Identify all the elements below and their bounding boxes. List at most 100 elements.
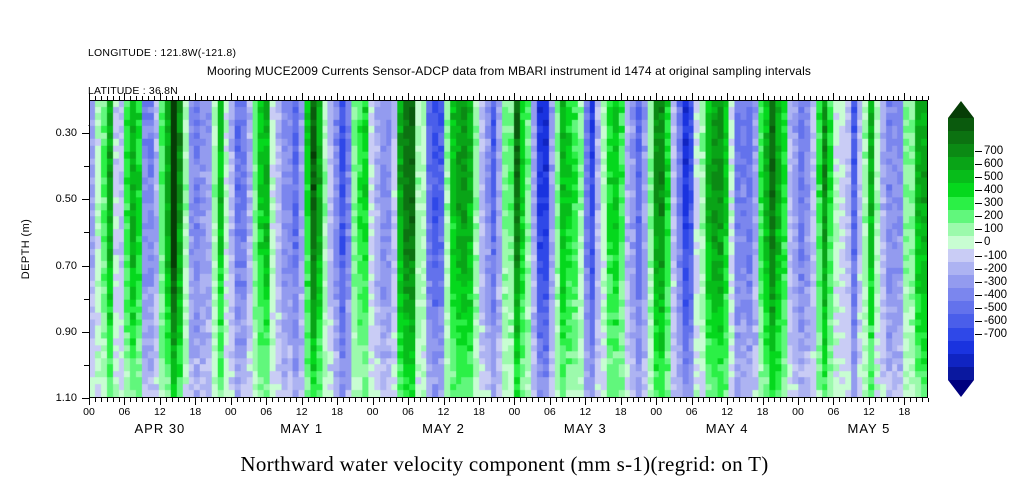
x-minor-tick bbox=[218, 398, 220, 402]
x-minor-tick bbox=[857, 398, 859, 402]
x-top-tick bbox=[928, 96, 929, 100]
x-top-tick bbox=[673, 96, 675, 100]
x-minor-tick bbox=[396, 398, 398, 402]
x-top-tick bbox=[272, 96, 274, 100]
x-major-tick bbox=[408, 398, 410, 405]
x-minor-tick bbox=[538, 398, 540, 402]
colorbar-tick bbox=[975, 294, 982, 296]
x-top-tick bbox=[230, 93, 232, 100]
x-axis-hour-label: 12 bbox=[295, 406, 308, 418]
x-top-tick bbox=[455, 96, 457, 100]
x-top-tick bbox=[183, 96, 185, 100]
colorbar-label: -600 bbox=[984, 315, 1008, 328]
x-major-tick bbox=[514, 398, 516, 405]
x-minor-tick bbox=[384, 398, 386, 402]
x-minor-tick bbox=[809, 398, 811, 402]
x-top-tick bbox=[136, 96, 138, 100]
y-major-tick bbox=[82, 398, 89, 399]
x-major-tick bbox=[266, 398, 268, 405]
colorbar-band bbox=[948, 170, 974, 184]
x-major-tick bbox=[620, 398, 622, 405]
x-top-tick bbox=[555, 96, 557, 100]
colorbar-band bbox=[948, 209, 974, 223]
x-top-tick bbox=[910, 96, 912, 100]
colorbar-label: -500 bbox=[984, 301, 1008, 314]
colorbar-label: -100 bbox=[984, 249, 1008, 262]
x-top-tick bbox=[715, 96, 717, 100]
x-minor-tick bbox=[496, 398, 498, 402]
x-minor-tick bbox=[201, 398, 203, 402]
x-major-tick bbox=[727, 398, 729, 405]
x-axis-hour-label: 06 bbox=[118, 406, 131, 418]
x-top-tick bbox=[201, 96, 203, 100]
x-minor-tick bbox=[461, 398, 463, 402]
colorbar-band bbox=[948, 262, 974, 276]
x-axis-hour-label: 00 bbox=[366, 406, 379, 418]
x-minor-tick bbox=[608, 398, 610, 402]
x-axis-hour-label: 18 bbox=[614, 406, 627, 418]
x-axis-hour-label: 00 bbox=[508, 406, 521, 418]
colorbar-band bbox=[948, 301, 974, 315]
x-minor-tick bbox=[189, 398, 191, 402]
x-top-tick bbox=[301, 93, 303, 100]
x-top-tick bbox=[632, 96, 634, 100]
x-axis-day-label: APR 30 bbox=[134, 421, 186, 436]
x-top-tick bbox=[295, 96, 297, 100]
x-minor-tick bbox=[260, 398, 262, 402]
x-top-tick bbox=[213, 96, 215, 100]
x-minor-tick bbox=[272, 398, 274, 402]
x-top-tick bbox=[248, 96, 250, 100]
x-major-tick bbox=[549, 398, 551, 405]
x-minor-tick bbox=[821, 398, 823, 402]
colorbar-label: 300 bbox=[984, 197, 1004, 210]
x-minor-tick bbox=[555, 398, 557, 402]
x-minor-tick bbox=[638, 398, 640, 402]
x-minor-tick bbox=[165, 398, 167, 402]
colorbar-band bbox=[948, 222, 974, 236]
x-axis-day-label: MAY 3 bbox=[563, 421, 607, 436]
x-top-tick bbox=[650, 96, 652, 100]
x-axis-hour-label: 06 bbox=[827, 406, 840, 418]
x-top-tick bbox=[874, 96, 876, 100]
x-top-tick bbox=[833, 93, 835, 100]
x-top-tick bbox=[514, 93, 516, 100]
x-axis-hour-label: 18 bbox=[473, 406, 485, 418]
x-minor-tick bbox=[632, 398, 634, 402]
colorbar-label: -400 bbox=[984, 288, 1008, 301]
x-minor-tick bbox=[148, 398, 150, 402]
colorbar-bands bbox=[948, 118, 974, 380]
x-top-tick bbox=[260, 96, 262, 100]
x-top-tick bbox=[798, 93, 799, 100]
x-minor-tick bbox=[880, 398, 882, 402]
colorbar-tick bbox=[975, 242, 982, 244]
x-minor-tick bbox=[579, 398, 581, 402]
x-top-tick bbox=[443, 93, 445, 100]
x-minor-tick bbox=[437, 398, 439, 402]
x-top-tick bbox=[591, 96, 593, 100]
y-minor-tick bbox=[84, 364, 89, 366]
x-top-tick bbox=[490, 96, 492, 100]
x-top-tick bbox=[857, 96, 859, 100]
x-top-tick bbox=[697, 96, 699, 100]
x-major-tick bbox=[478, 398, 480, 405]
y-axis-label: 0.70 bbox=[55, 259, 77, 272]
x-axis-hour-label: 18 bbox=[898, 406, 911, 418]
x-minor-tick bbox=[715, 398, 717, 402]
x-top-tick bbox=[461, 96, 463, 100]
x-minor-tick bbox=[591, 398, 593, 402]
colorbar-tick bbox=[975, 321, 982, 323]
x-axis-hour-label: 06 bbox=[402, 406, 414, 418]
x-top-tick bbox=[266, 93, 268, 100]
x-top-tick bbox=[402, 96, 404, 100]
x-top-tick bbox=[538, 96, 540, 100]
colorbar-band bbox=[948, 340, 974, 354]
x-minor-tick bbox=[319, 398, 321, 402]
x-top-tick bbox=[348, 96, 350, 100]
x-minor-tick bbox=[118, 398, 120, 402]
colorbar-tick bbox=[975, 334, 982, 336]
x-minor-tick bbox=[567, 398, 569, 402]
y-minor-tick bbox=[84, 298, 89, 300]
x-top-tick bbox=[863, 96, 864, 100]
y-axis-label: 0.90 bbox=[55, 325, 77, 338]
x-top-tick bbox=[638, 96, 640, 100]
